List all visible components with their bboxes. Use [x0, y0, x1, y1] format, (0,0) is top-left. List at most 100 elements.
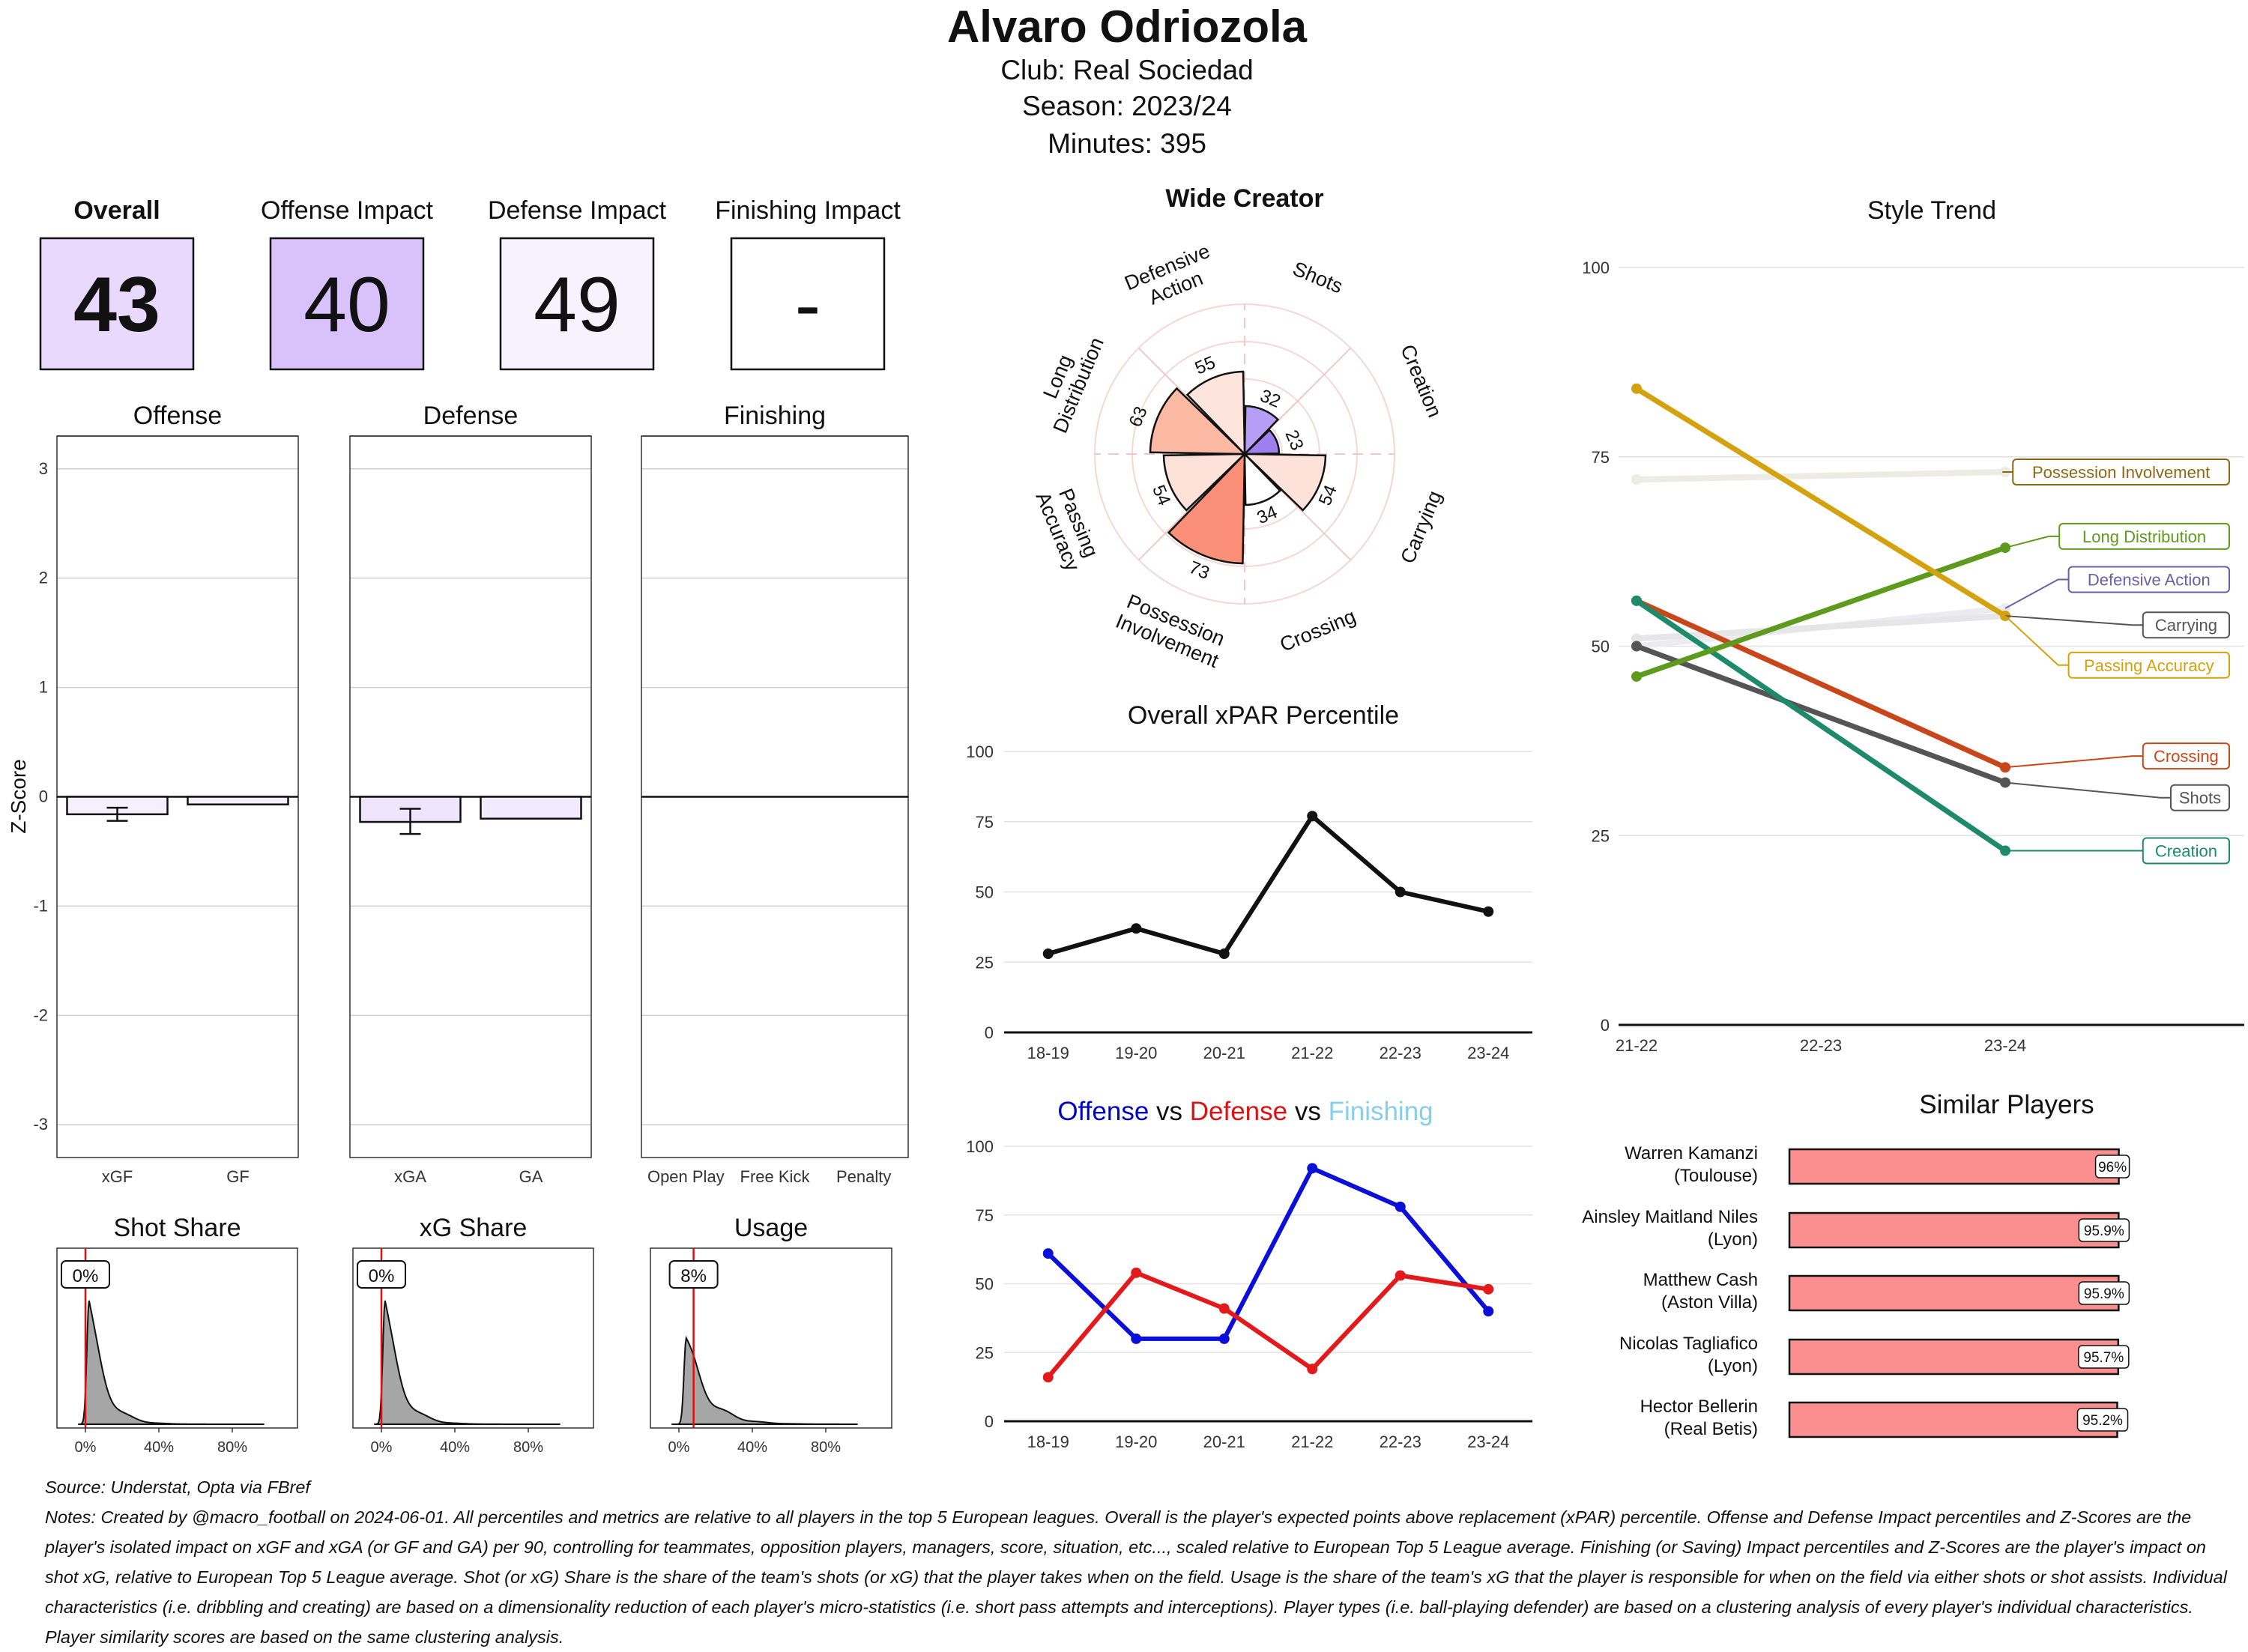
marker-label-box — [357, 1260, 406, 1289]
series-label-box — [2142, 837, 2231, 865]
player-name: Ainsley Maitland Niles — [1582, 1207, 1758, 1227]
panel-title: Finishing — [724, 402, 826, 430]
y-tick-label: 75 — [976, 813, 994, 832]
series-label: Shots — [2179, 789, 2221, 808]
panel-title: Defense — [423, 402, 519, 430]
x-tick-label: 22-23 — [1380, 1432, 1421, 1451]
series-label-box — [2067, 566, 2231, 593]
radial-wedge — [1149, 387, 1248, 456]
y-tick-label: 100 — [966, 742, 994, 761]
similarity-bar — [1788, 1148, 2120, 1185]
panel-title: Offense — [133, 402, 222, 430]
impact-label: Offense Impact — [261, 196, 433, 225]
trend-point — [1631, 474, 1642, 485]
data-point — [1131, 923, 1142, 934]
x-tick-label: Penalty — [836, 1167, 891, 1186]
radial-axis-label: Carrying — [1396, 488, 1446, 567]
similarity-label: 95.7% — [2083, 1350, 2124, 1366]
radial-axis-label-group: Crossing — [1277, 605, 1359, 656]
series-label-box — [2142, 611, 2231, 639]
radial-wedge — [1167, 451, 1246, 565]
zscore-panels: Offense xGF GF Defense xGA GA Finishing Open Pl… — [7, 402, 909, 1186]
similarity-label-box — [2076, 1408, 2129, 1432]
series-label: Long Distribution — [2082, 527, 2206, 546]
source-text: Source: Understat, Opta via FBref — [45, 1477, 310, 1497]
radial-value-label: 34 — [1254, 502, 1281, 528]
data-point — [1218, 948, 1230, 959]
series-label: Creation — [2155, 841, 2217, 860]
series-label-box — [2067, 651, 2231, 679]
y-tick-label: 100 — [1582, 258, 1610, 277]
series-label: Crossing — [2154, 747, 2219, 766]
player-type-radial-chart: Wide Creator3223543473546355ShotsCreatio… — [1031, 184, 1446, 672]
zscore-bar — [480, 796, 582, 820]
y-tick-label: 0 — [985, 1023, 994, 1042]
data-point — [1218, 1333, 1230, 1344]
similarity-label: 95.9% — [2084, 1286, 2124, 1302]
x-tick-label: 23-24 — [1467, 1044, 1509, 1062]
y-tick-label: 0 — [39, 787, 48, 806]
x-tick-label: 23-24 — [1467, 1432, 1509, 1451]
trend-point — [1631, 641, 1642, 652]
x-tick-label: 21-22 — [1291, 1432, 1333, 1451]
similarity-bar — [1788, 1401, 2118, 1438]
y-tick-label: 50 — [976, 1275, 994, 1294]
trend-line — [1634, 598, 2008, 770]
y-tick-label: 75 — [976, 1206, 994, 1225]
radial-wedge — [1243, 451, 1282, 506]
similarity-label-box — [2078, 1281, 2130, 1305]
club-line: Club: Real Sociedad — [1000, 55, 1253, 85]
similarity-bar — [1788, 1211, 2120, 1249]
data-point — [1395, 1270, 1406, 1281]
panel-title: xG Share — [420, 1214, 528, 1242]
y-tick-label: -2 — [33, 1005, 48, 1024]
radial-value-label: 63 — [1125, 404, 1152, 430]
similarity-label: 95.2% — [2082, 1413, 2123, 1429]
trend-line — [1634, 644, 2008, 785]
season-line: Season: 2023/24 — [1022, 91, 1232, 121]
data-point — [1042, 1372, 1054, 1383]
radial-wedge — [1242, 453, 1327, 512]
chart-title: Offense vs Defense vs Finishing — [1057, 1097, 1433, 1126]
y-tick-label: 3 — [39, 459, 48, 478]
radial-axis-label: Crossing — [1277, 605, 1359, 656]
data-point — [1042, 948, 1054, 959]
player-name: Nicolas Tagliafico — [1619, 1334, 1758, 1354]
notes-text: Notes: Created by @macro_football on 202… — [45, 1507, 2227, 1647]
marker-label: 0% — [369, 1266, 395, 1286]
y-tick-label: 0 — [985, 1412, 994, 1431]
density-curve — [671, 1335, 858, 1425]
data-point — [1307, 1163, 1318, 1174]
header: Alvaro Odriozola Club: Real Sociedad Sea… — [947, 1, 1308, 159]
trend-point — [1631, 383, 1642, 394]
density-curve — [374, 1300, 561, 1425]
trend-line — [1634, 545, 2008, 680]
data-point — [1218, 1303, 1230, 1314]
label-connector — [2004, 615, 2143, 626]
trend-point — [1631, 671, 1642, 682]
data-point — [1483, 906, 1494, 917]
marker-label: 0% — [73, 1266, 99, 1286]
x-tick-label: 22-23 — [1800, 1036, 1842, 1055]
chart-title: Style Trend — [1867, 196, 1996, 225]
label-connector — [2004, 535, 2060, 549]
series-line — [1045, 1166, 1491, 1341]
player-name: Matthew Cash — [1643, 1270, 1758, 1290]
radial-axis-label: Shots — [1290, 257, 1346, 297]
x-tick-label: 80% — [811, 1439, 841, 1456]
similarity-label-box — [2078, 1218, 2130, 1242]
marker-label-box — [668, 1260, 719, 1289]
radial-wedge — [1243, 405, 1280, 457]
similar-players-chart: Similar Players Warren Kamanzi(Toulouse) 9… — [1582, 1090, 2130, 1439]
y-tick-label: 75 — [1592, 448, 1610, 467]
x-tick-label: Free Kick — [740, 1167, 811, 1186]
similarity-label-box — [2094, 1155, 2130, 1179]
radial-axis-label-group: Shots — [1290, 257, 1346, 297]
series-line — [1045, 814, 1491, 956]
data-point — [1307, 1364, 1318, 1375]
xpar-percentile-chart: Overall xPAR Percentile 0 25 50 75 100 18-19 19… — [966, 701, 1532, 1062]
impact-label: Overall — [73, 196, 160, 225]
impact-box — [39, 237, 195, 371]
